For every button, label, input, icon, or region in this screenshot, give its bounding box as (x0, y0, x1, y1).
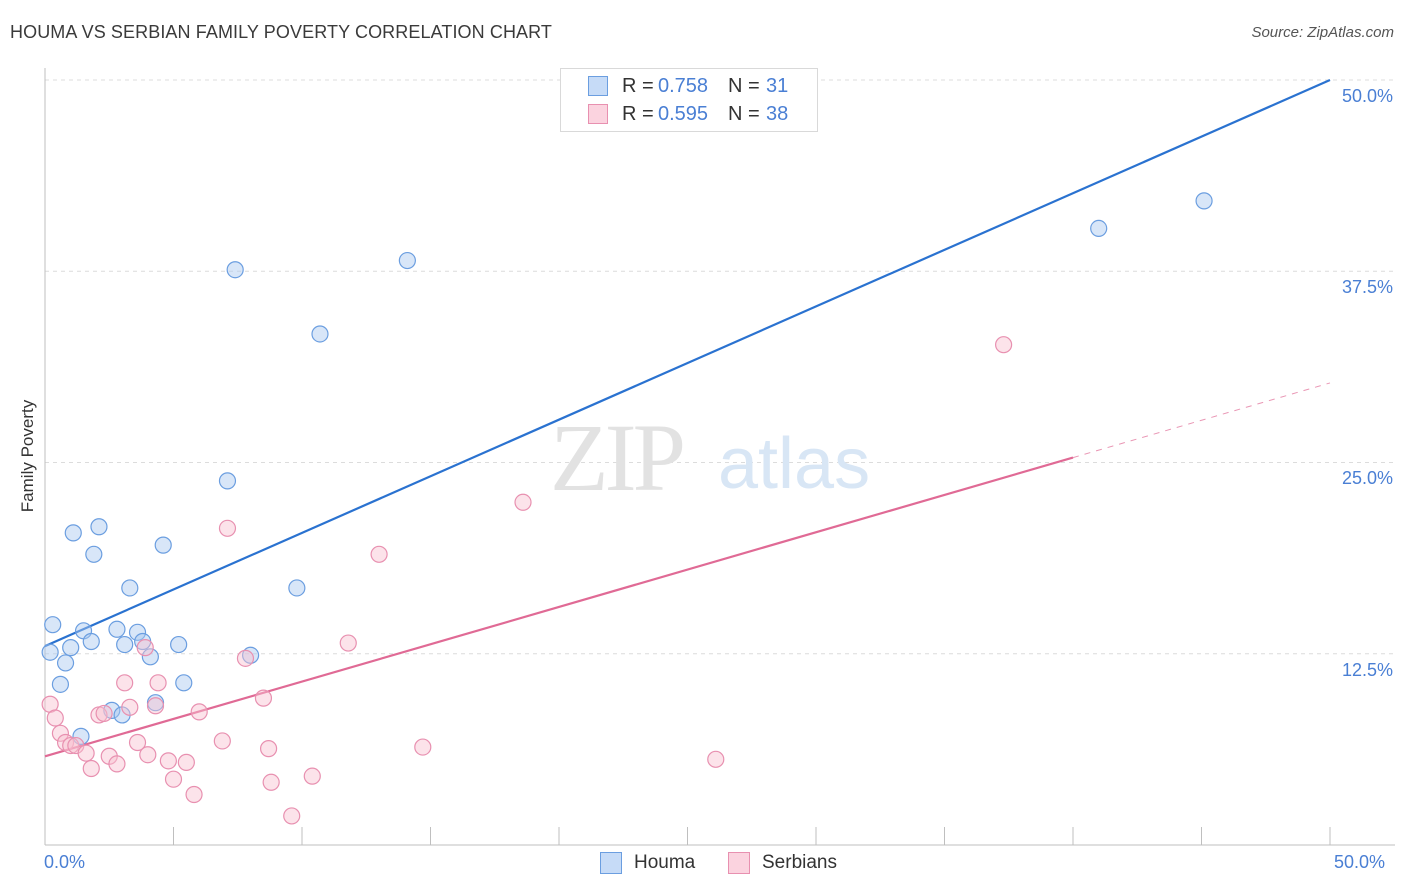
houma-swatch (588, 76, 608, 96)
legend-row-houma: R = 0.758 N = 31 (561, 73, 788, 99)
houma-point (154, 536, 172, 554)
houma-point (288, 579, 306, 597)
houma-point (116, 635, 134, 654)
serbians-trend-extension (1072, 382, 1331, 459)
chart-title: HOUMA VS SERBIAN FAMILY POVERTY CORRELAT… (10, 22, 553, 42)
y-axis-label: Family Poverty (18, 399, 37, 513)
legend-row-serbians: R = 0.595 N = 38 (561, 101, 788, 127)
houma-point (218, 472, 237, 490)
houma-point (64, 524, 82, 542)
houma-point (44, 616, 62, 634)
serbians-point (159, 752, 177, 770)
serbians-legend-label: Serbians (762, 852, 837, 873)
houma-point (51, 675, 70, 693)
houma-point (311, 325, 329, 343)
legend-n-label: N = (728, 102, 760, 125)
serbians-point (139, 746, 157, 764)
houma-point (90, 518, 108, 536)
grid-layer (45, 79, 1395, 655)
serbians-point (95, 704, 113, 723)
houma-legend-label: Houma (634, 852, 696, 873)
legend-n-value: 38 (766, 102, 789, 125)
serbians-point (46, 709, 64, 727)
serbians-point (303, 767, 321, 785)
serbians-point (56, 733, 75, 752)
houma-point (170, 635, 188, 654)
serbians-point (62, 736, 80, 755)
serbians-point (514, 493, 532, 511)
serbians-point (995, 336, 1013, 354)
serbians-trend-line (44, 456, 1074, 758)
serbians-legend-swatch (728, 852, 750, 874)
stats-legend: R = 0.758 N = 31 R = 0.595 N = 38 (560, 68, 818, 132)
serbians-point (136, 639, 154, 657)
serbians-point (339, 634, 357, 652)
houma-trend-line (44, 78, 1331, 648)
legend-n-label: N = (728, 74, 760, 97)
houma-point (226, 261, 244, 279)
houma-point (128, 623, 147, 641)
houma-point (1195, 192, 1213, 210)
serbians-point (370, 545, 388, 563)
serbians-point (259, 740, 278, 758)
legend-r-value: 0.758 (658, 74, 709, 97)
serbians-point (164, 770, 183, 788)
houma-point (56, 654, 75, 672)
serbians-point (414, 738, 432, 756)
y-tick-label: 25.0% (1341, 468, 1393, 488)
axis-layer (44, 68, 1395, 846)
serbians-point (82, 759, 100, 778)
serbians-point (108, 755, 126, 773)
bottom-legend-houma: Houma (600, 852, 695, 874)
houma-point (41, 643, 59, 661)
source-label: Source: ZipAtlas.com (1251, 24, 1394, 41)
houma-point (85, 545, 103, 563)
points-layer (41, 192, 1213, 825)
x-tick-label-max: 50.0% (1334, 852, 1386, 872)
watermark: ZIP atlas (550, 404, 870, 511)
trend-layer (44, 78, 1331, 758)
serbians-point (185, 785, 203, 804)
serbians-point (190, 703, 208, 721)
x-tick-label-min: 0.0% (44, 852, 86, 872)
serbians-point (177, 753, 195, 771)
serbians-point (116, 674, 134, 692)
y-tick-label: 12.5% (1341, 660, 1393, 680)
serbians-point (149, 674, 167, 692)
serbians-point (121, 698, 139, 716)
legend-r-label: R = (622, 74, 654, 97)
serbians-point (236, 649, 255, 667)
serbians-point (146, 697, 165, 715)
serbians-point (128, 733, 147, 752)
serbians-point (707, 750, 725, 768)
legend-r-value: 0.595 (658, 102, 709, 125)
serbians-point (213, 732, 231, 750)
serbians-swatch (588, 104, 608, 124)
houma-point (242, 646, 260, 664)
houma-point (1090, 219, 1108, 238)
y-tick-label: 50.0% (1341, 86, 1393, 106)
watermark-atlas: atlas (718, 424, 870, 504)
houma-point (108, 620, 126, 638)
bottom-legend-serbians: Serbians (728, 852, 837, 874)
serbians-point (218, 519, 237, 537)
serbians-point (77, 744, 95, 762)
houma-legend-swatch (600, 852, 622, 874)
houma-point (141, 648, 159, 666)
y-tick-label: 37.5% (1341, 277, 1393, 297)
serbians-point (283, 807, 301, 825)
serbians-point (51, 724, 70, 742)
legend-r-label: R = (622, 102, 654, 125)
houma-point (82, 632, 100, 651)
legend-n-value: 31 (766, 74, 789, 97)
watermark-zip: ZIP (550, 404, 683, 511)
houma-point (398, 251, 416, 270)
houma-point (175, 674, 193, 692)
houma-point (121, 579, 139, 597)
serbians-point (262, 773, 280, 791)
houma-point (62, 639, 80, 657)
serbians-point (254, 689, 273, 707)
